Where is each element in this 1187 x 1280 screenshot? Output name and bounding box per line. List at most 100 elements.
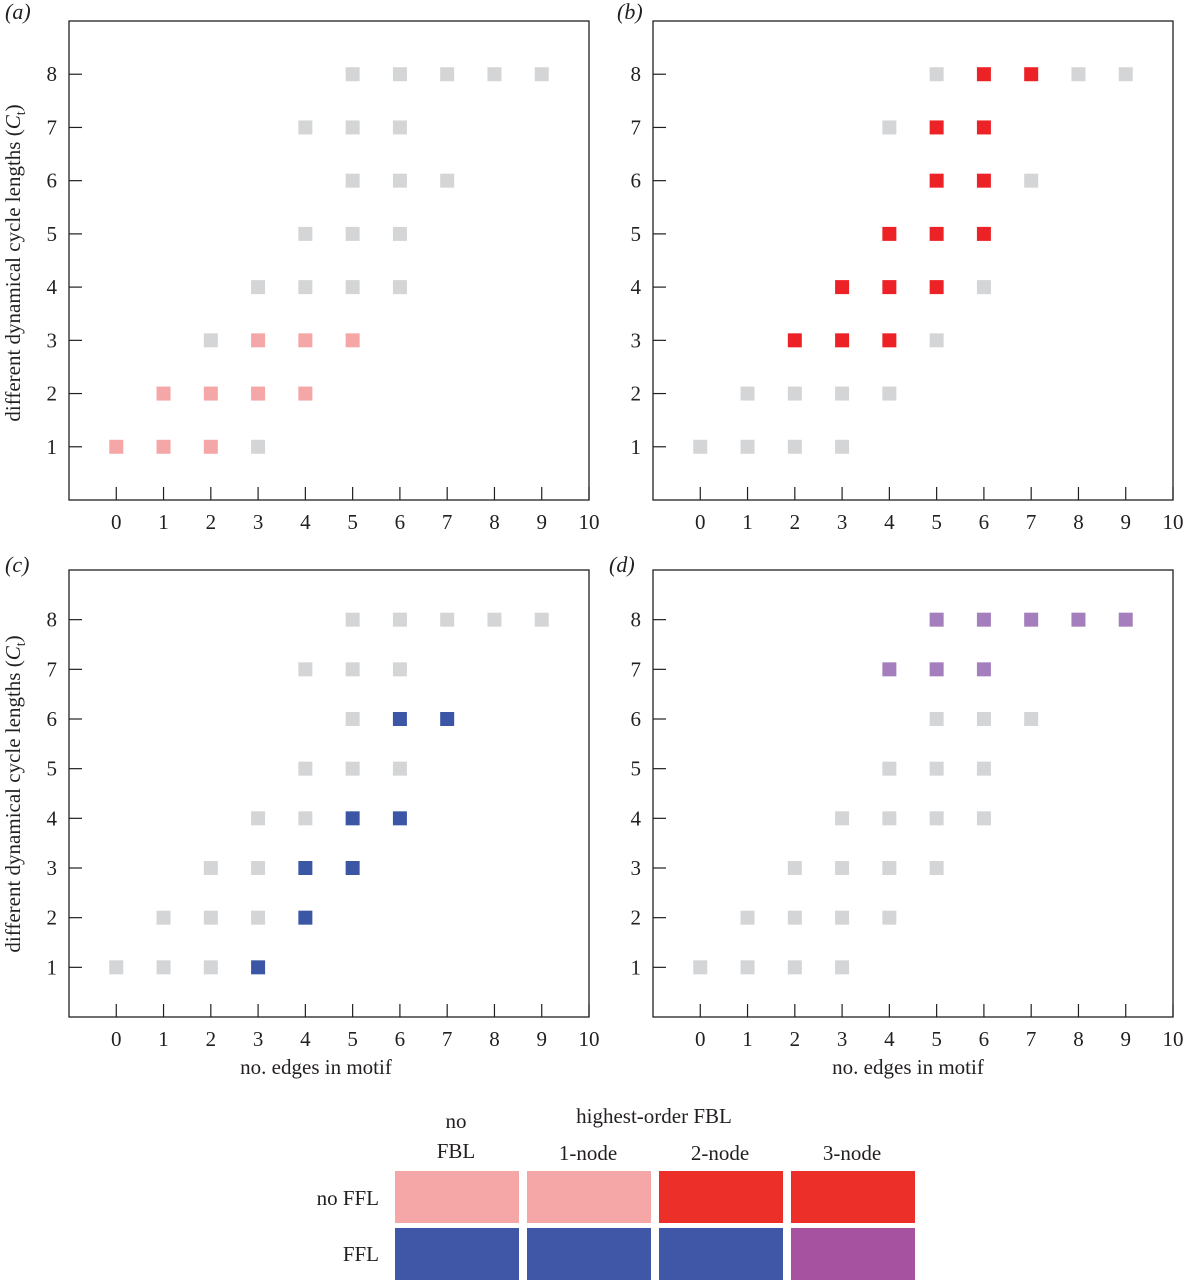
point-highlight-b-3-4: [835, 280, 850, 295]
point-highlight-c-4-2: [298, 910, 313, 925]
legend-col-header-1-node: 1-node: [559, 1141, 617, 1165]
y-ticks-d: 1 2 3 4 5 6 7 8: [631, 608, 666, 979]
y-tick-label-a-4: 4: [47, 275, 58, 299]
point-highlight-d-9-8: [1118, 612, 1133, 627]
point-grey-c-5-5: [345, 761, 360, 776]
legend-cell-r1-c2: [659, 1228, 783, 1280]
point-highlight-b-5-5: [929, 226, 944, 241]
point-highlight-d-8-8: [1071, 612, 1086, 627]
x-tick-label-c-3: 3: [253, 1027, 264, 1051]
marks-d: [693, 612, 1133, 975]
point-highlight-b-4-4: [882, 280, 897, 295]
point-grey-c-1-1: [156, 960, 171, 975]
point-highlight-b-4-5: [882, 226, 897, 241]
marks-c: [109, 612, 549, 975]
point-highlight-b-4-3: [882, 333, 897, 348]
x-tick-label-a-0: 0: [111, 510, 122, 534]
panel-label-b: (b): [617, 0, 643, 24]
x-axis-label-d: no. edges in motif: [832, 1055, 984, 1079]
point-grey-a-5-6: [345, 173, 360, 188]
point-grey-a-5-8: [345, 67, 360, 82]
point-grey-d-5-3: [929, 861, 944, 875]
y-tick-label-a-7: 7: [47, 115, 58, 139]
point-grey-b-6-4: [976, 280, 991, 295]
legend-cell-r1-c3: [791, 1228, 915, 1280]
y-tick-label-c-1: 1: [47, 955, 58, 979]
point-highlight-a-5-3: [345, 333, 360, 348]
x-tick-label-b-1: 1: [742, 510, 753, 534]
x-tick-label-a-1: 1: [158, 510, 169, 534]
point-grey-d-1-2: [740, 910, 755, 925]
x-tick-label-c-5: 5: [347, 1027, 358, 1051]
panel-label-d: (d): [609, 552, 635, 577]
x-ticks-b: 0 1 2 3 4 5 6 7 8 9 10: [695, 487, 1184, 534]
x-tick-label-a-6: 6: [395, 510, 406, 534]
y-tick-label-a-3: 3: [47, 328, 58, 352]
x-tick-label-a-10: 10: [579, 510, 600, 534]
legend-cell-r1-c1: [527, 1228, 651, 1280]
point-highlight-b-6-6: [976, 173, 991, 188]
y-tick-label-a-1: 1: [47, 435, 58, 459]
point-grey-c-6-7: [392, 662, 407, 677]
legend-cell-r0-c0: [395, 1171, 519, 1223]
point-highlight-b-5-4: [929, 280, 944, 295]
point-grey-d-4-5: [882, 761, 897, 776]
point-grey-d-6-5: [976, 761, 991, 776]
point-grey-c-9-8: [534, 612, 549, 627]
point-grey-c-4-5: [298, 761, 313, 776]
point-grey-d-4-2: [882, 910, 897, 925]
point-highlight-b-6-5: [976, 226, 991, 241]
y-tick-label-d-7: 7: [631, 657, 642, 681]
x-tick-label-d-2: 2: [790, 1027, 801, 1051]
point-grey-d-0-1: [693, 960, 708, 975]
point-grey-b-7-6: [1024, 173, 1039, 188]
y-tick-label-c-7: 7: [47, 657, 58, 681]
point-grey-d-2-2: [787, 910, 802, 925]
point-highlight-d-6-8: [976, 612, 991, 627]
x-tick-label-d-4: 4: [884, 1027, 895, 1051]
point-grey-a-6-6: [392, 173, 407, 188]
y-tick-label-c-3: 3: [47, 856, 58, 880]
y-tick-label-c-2: 2: [47, 906, 58, 930]
legend-row-label-no-ffl: no FFL: [317, 1186, 379, 1210]
point-highlight-b-3-3: [835, 333, 850, 348]
point-highlight-c-6-4: [392, 811, 407, 826]
y-tick-label-b-5: 5: [631, 222, 642, 246]
plot-frame-b: [652, 20, 1174, 501]
point-grey-a-4-5: [298, 226, 313, 241]
point-grey-a-3-4: [251, 280, 266, 295]
y-tick-label-b-3: 3: [631, 328, 642, 352]
legend-row-label-ffl: FFL: [343, 1242, 379, 1266]
point-grey-d-3-1: [835, 960, 850, 975]
x-tick-label-a-3: 3: [253, 510, 264, 534]
point-grey-c-1-2: [156, 910, 171, 925]
point-grey-d-4-4: [882, 811, 897, 826]
point-grey-d-5-4: [929, 811, 944, 826]
point-highlight-a-1-2: [156, 386, 171, 401]
point-highlight-d-5-7: [929, 662, 944, 677]
x-ticks-d: 0 1 2 3 4 5 6 7 8 9 10: [695, 1004, 1184, 1051]
y-tick-label-a-2: 2: [47, 382, 58, 406]
point-grey-a-6-5: [392, 226, 407, 241]
y-tick-label-a-5: 5: [47, 222, 58, 246]
point-highlight-a-4-2: [298, 386, 313, 401]
point-highlight-a-1-1: [156, 439, 171, 454]
point-grey-a-2-3: [203, 333, 218, 348]
x-tick-label-c-4: 4: [300, 1027, 311, 1051]
panel-a: (a) 0 1 2 3 4 5 6 7 8 9 10 1 2 3 4 5 6 7 8: [5, 0, 600, 534]
point-grey-a-6-8: [392, 67, 407, 82]
point-highlight-b-6-8: [976, 67, 991, 82]
legend-cell-r0-c3: [791, 1171, 915, 1223]
x-tick-label-c-8: 8: [489, 1027, 500, 1051]
point-grey-c-3-3: [251, 861, 266, 875]
plot-frame-c: [68, 569, 590, 1018]
y-tick-label-b-6: 6: [631, 169, 642, 193]
point-highlight-d-6-7: [976, 662, 991, 677]
point-grey-c-3-4: [251, 811, 266, 826]
marks-a: [109, 67, 549, 454]
x-tick-label-d-7: 7: [1026, 1027, 1037, 1051]
point-highlight-c-7-6: [440, 712, 455, 726]
point-grey-c-5-8: [345, 612, 360, 627]
y-tick-label-d-5: 5: [631, 757, 642, 781]
